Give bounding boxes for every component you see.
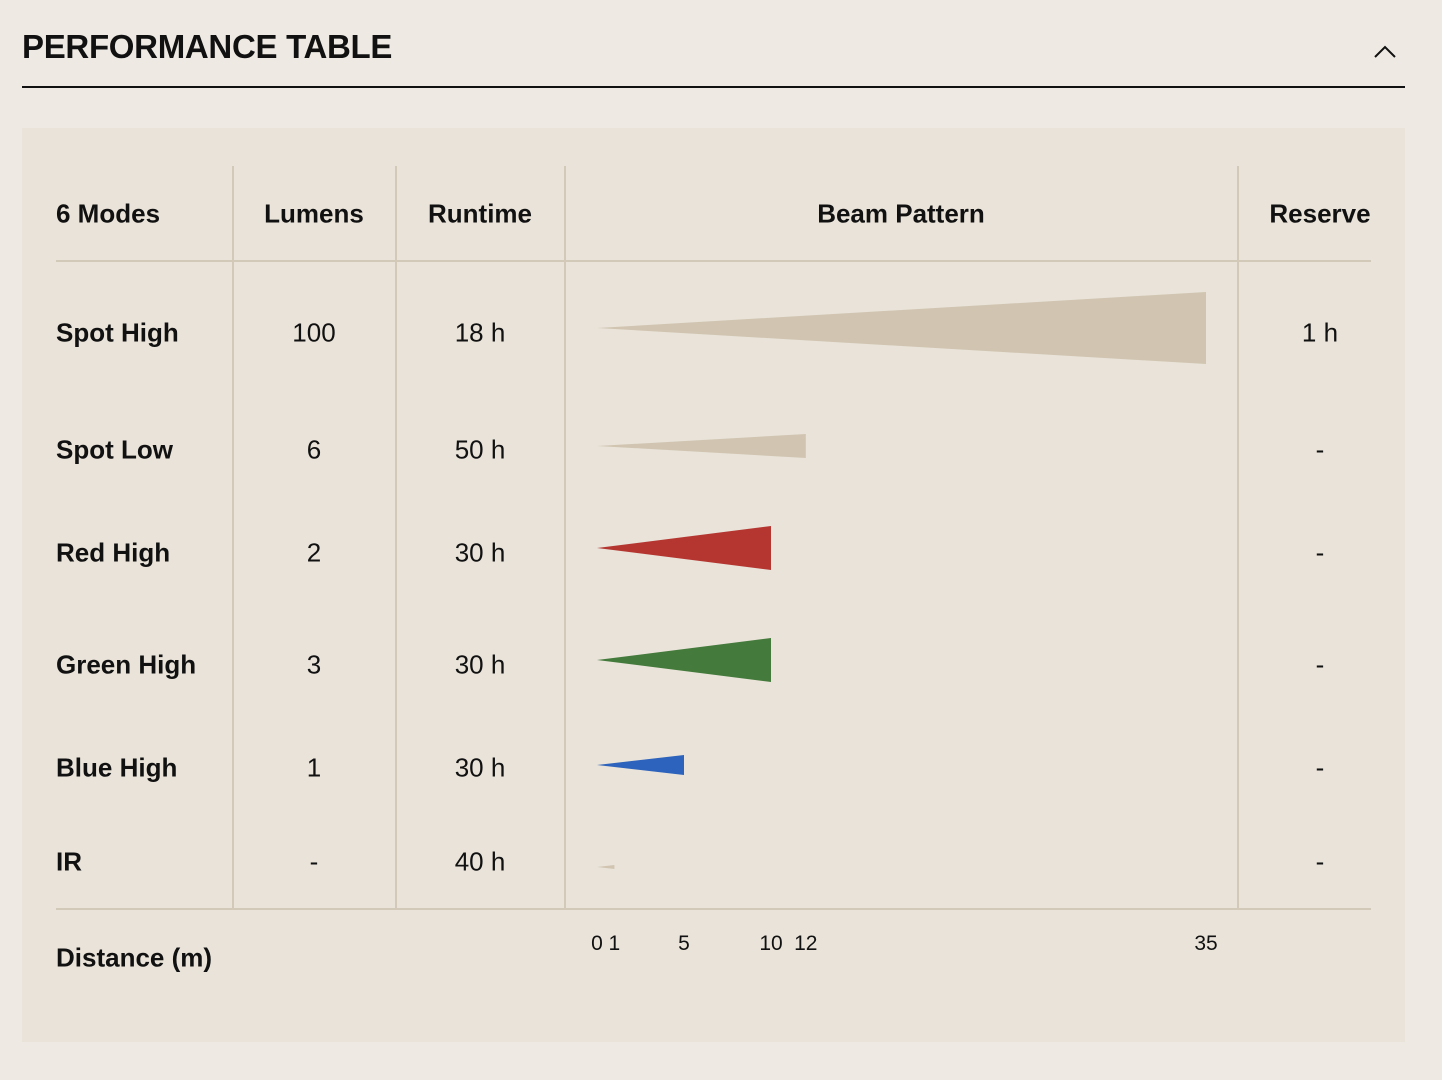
row-mode: IR [56,846,82,877]
row-runtime: 30 h [454,537,506,568]
row-mode: Red High [56,537,171,568]
row-runtime: 50 h [454,434,506,465]
column-divider [395,166,397,910]
column-divider [564,166,566,910]
distance-label: Distance (m) [56,942,213,973]
row-reserve: - [1315,846,1325,877]
header-divider [56,260,1371,262]
beam-spot-high [597,292,1206,364]
beam-ir [597,865,615,869]
row-mode: Spot Low [56,434,173,465]
row-lumens: 6 [306,434,322,465]
distance-tick: 5 [678,932,690,955]
performance-table-panel [22,128,1405,1042]
row-reserve: 1 h [1301,317,1339,348]
header-beam-pattern: Beam Pattern [817,198,985,229]
row-lumens: 100 [292,317,336,348]
header-lumens: Lumens [264,198,364,229]
beam-red-high [597,526,771,570]
distance-tick: 1 [608,932,621,955]
column-divider [1237,166,1239,910]
row-runtime: 30 h [454,649,506,680]
row-reserve: - [1315,434,1325,465]
distance-tick: 10 [759,932,783,955]
row-runtime: 30 h [454,752,506,783]
footer-divider [56,908,1371,910]
section-header: PERFORMANCE TABLE [22,0,1405,88]
row-mode: Spot High [56,317,179,348]
row-reserve: - [1315,537,1325,568]
collapse-button[interactable] [1365,30,1405,70]
header-modes: 6 Modes [56,198,161,229]
chevron-up-icon [1374,45,1396,58]
row-reserve: - [1315,752,1325,783]
row-lumens: 2 [306,537,322,568]
header-reserve: Reserve [1269,198,1371,229]
distance-tick: 0 [591,932,603,955]
distance-tick: 12 [794,932,818,955]
row-lumens: 3 [306,649,322,680]
beam-spot-low [597,434,806,458]
row-mode: Green High [56,649,197,680]
row-lumens: - [309,846,319,877]
row-lumens: 1 [306,752,322,783]
row-runtime: 40 h [454,846,506,877]
row-reserve: - [1315,649,1325,680]
section-title: PERFORMANCE TABLE [22,28,393,65]
header-runtime: Runtime [428,198,532,229]
row-runtime: 18 h [454,317,506,348]
distance-tick: 35 [1194,932,1218,955]
column-divider [232,166,234,910]
beam-blue-high [597,755,684,775]
row-mode: Blue High [56,752,178,783]
beam-green-high [597,638,771,682]
